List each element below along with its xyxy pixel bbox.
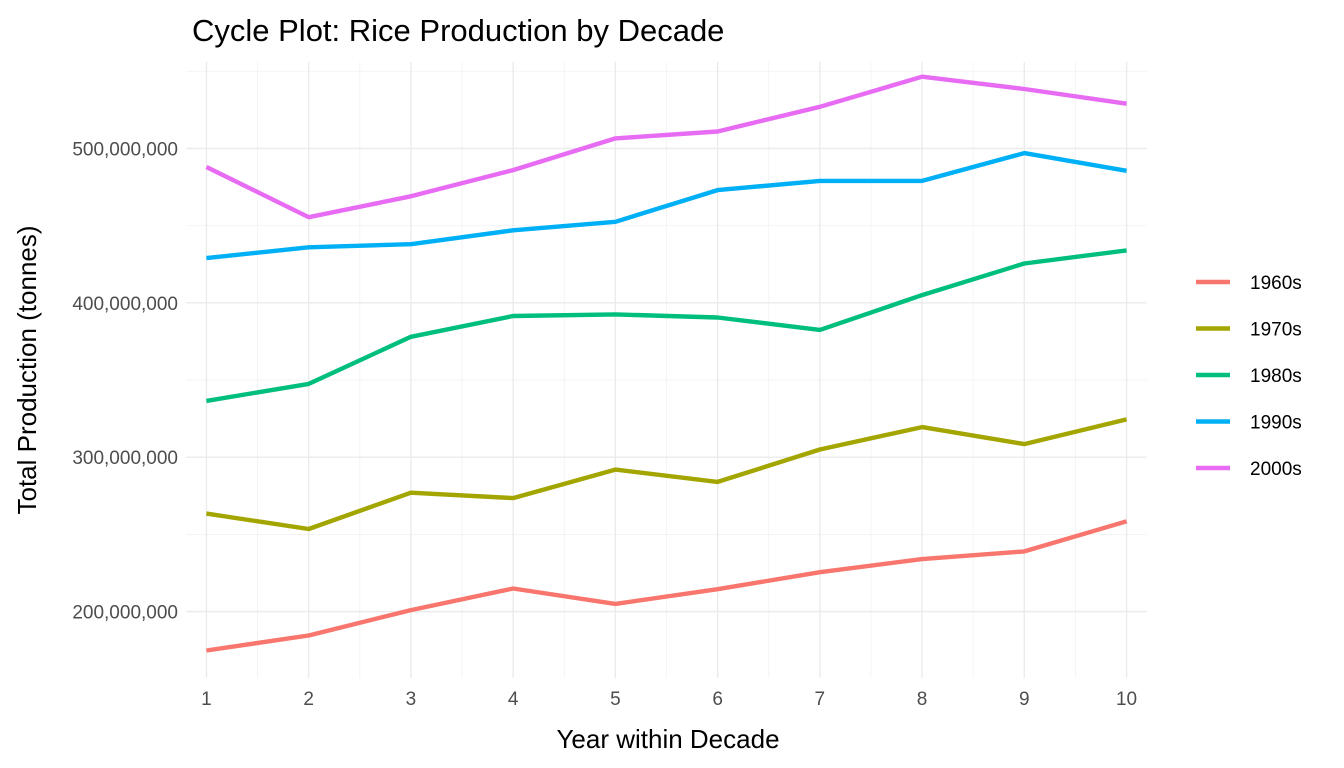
chart-title: Cycle Plot: Rice Production by Decade: [192, 13, 724, 48]
series-line-1980s: [206, 248, 1127, 404]
x-tick-label: 5: [610, 689, 621, 710]
x-tick-label: 1: [201, 689, 212, 710]
x-tick-label: 9: [1019, 689, 1030, 710]
series-line-1970s: [206, 417, 1128, 532]
legend-label-2000s: 2000s: [1250, 459, 1302, 480]
legend-label-1980s: 1980s: [1250, 366, 1302, 387]
series-line-1990s: [206, 150, 1127, 261]
series-line-1960s: [206, 519, 1128, 653]
legend-item-1990s: 1990s: [1196, 413, 1302, 434]
x-axis-ticks: 1 2 3 4 5 6 7 8 9 10: [201, 689, 1137, 710]
legend-item-1960s: 1960s: [1196, 273, 1302, 294]
x-tick-label: 8: [917, 689, 928, 710]
legend-label-1970s: 1970s: [1250, 320, 1302, 341]
plot-series: [205, 74, 1128, 653]
y-tick-label: 300,000,000: [72, 448, 178, 469]
series-line-2000s: [205, 74, 1127, 220]
x-tick-label: 3: [406, 689, 417, 710]
x-tick-label: 7: [815, 689, 826, 710]
legend: 1960s 1970s 1980s 1990s 2000s: [1196, 273, 1302, 480]
y-tick-label: 400,000,000: [72, 294, 178, 315]
x-tick-label: 4: [508, 689, 519, 710]
legend-item-1970s: 1970s: [1196, 320, 1302, 341]
legend-item-1980s: 1980s: [1196, 366, 1302, 387]
legend-item-2000s: 2000s: [1196, 459, 1302, 480]
legend-label-1960s: 1960s: [1250, 273, 1302, 294]
y-axis-ticks: 200,000,000 300,000,000 400,000,000 500,000…: [72, 139, 178, 623]
y-tick-label: 200,000,000: [72, 603, 178, 624]
y-axis-title: Total Production (tonnes): [12, 225, 42, 514]
x-tick-label: 6: [712, 689, 723, 710]
y-tick-label: 500,000,000: [72, 139, 178, 160]
legend-label-1990s: 1990s: [1250, 413, 1302, 434]
x-tick-label: 2: [303, 689, 314, 710]
plot-grid: [186, 62, 1147, 678]
x-tick-label: 10: [1116, 689, 1137, 710]
x-axis-title: Year within Decade: [556, 724, 779, 754]
